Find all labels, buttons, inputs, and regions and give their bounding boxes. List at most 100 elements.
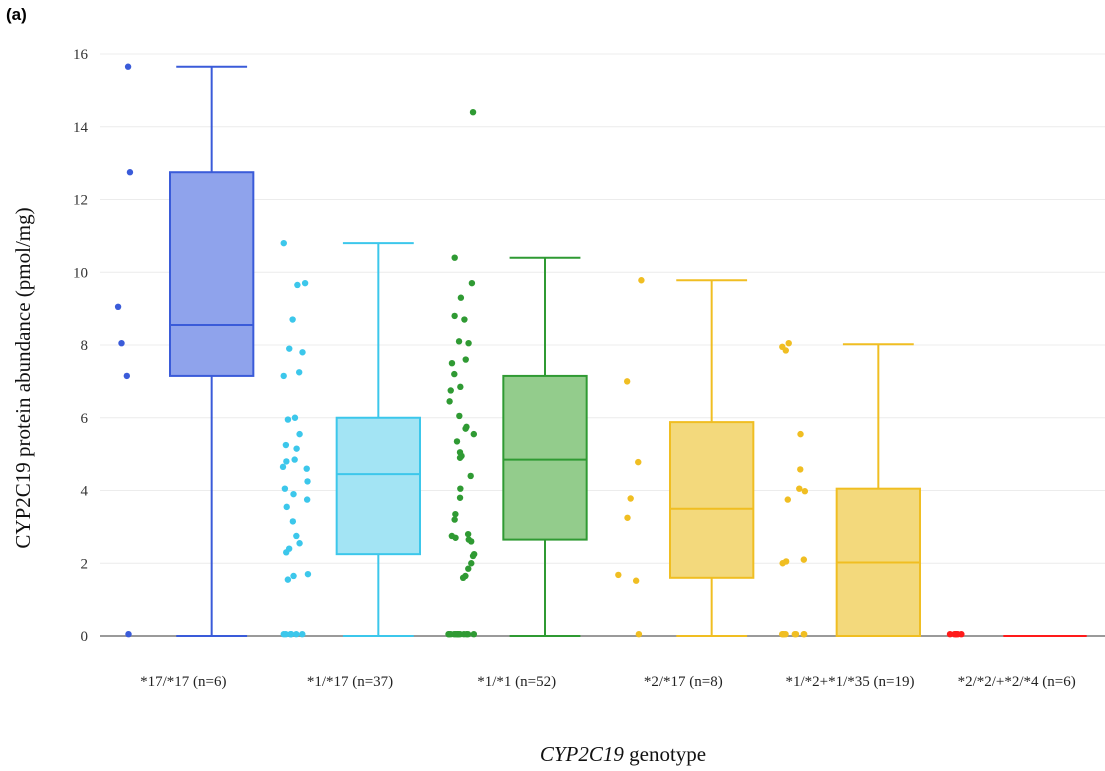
point-2-35 [465,565,472,572]
box-group-4 [835,343,922,637]
point-2-27 [464,530,472,538]
box-3 [669,421,755,579]
point-1-24 [296,540,303,547]
point-2-34 [468,560,475,567]
point-1-12 [293,445,300,452]
box-group-1 [335,242,421,637]
point-0-4 [123,372,131,380]
box-2 [502,374,588,541]
point-2-0 [469,109,477,116]
point-1-33 [299,630,306,638]
category-label-4: *1/*2+*1/*35 (n=19) [786,674,915,690]
point-2-6 [455,338,463,345]
point-1-23 [293,532,300,540]
point-2-9 [448,359,456,367]
panel-label: (a) [6,5,27,24]
point-4-18 [779,630,787,638]
point-2-37 [459,574,467,581]
x-axis-title-gene: CYP2C19 [540,742,625,766]
point-2-33 [469,552,477,560]
point-2-23 [457,485,464,492]
point-3-3 [627,495,634,502]
point-4-7 [784,496,791,503]
point-2-29 [452,534,459,541]
point-1-29 [284,576,292,583]
point-1-10 [296,430,303,438]
point-2-16 [462,425,469,432]
y-tick-label-4: 4 [81,484,89,500]
point-2-11 [457,383,464,391]
point-2-25 [452,510,459,518]
point-3-4 [624,514,631,521]
y-tick-label-12: 12 [73,193,88,209]
point-1-11 [282,441,290,449]
jitter-points [114,63,965,638]
point-1-18 [281,485,289,492]
point-2-24 [456,494,464,501]
point-2-26 [451,516,458,523]
x-axis-title-rest: genotype [624,742,706,766]
point-1-5 [299,349,306,356]
point-2-7 [465,339,472,347]
point-1-22 [289,518,297,525]
point-1-8 [291,414,299,421]
point-2-4 [451,312,458,320]
grid-lines [100,53,1105,637]
point-0-3 [118,339,125,347]
point-1-2 [294,281,301,289]
point-2-50 [456,630,464,638]
point-1-35 [287,630,295,638]
point-3-1 [623,378,631,385]
category-labels: *17/*17 (n=6) *1/*17 (n=37) *1/*1 (n=52) *2… [140,674,1076,690]
point-2-12 [447,387,454,394]
point-2-21 [456,454,464,461]
point-4-0 [785,339,792,347]
point-4-6 [801,488,809,495]
y-tick-label-10: 10 [73,265,88,281]
point-3-2 [635,458,642,466]
point-3-7 [635,630,643,638]
point-1-7 [280,372,287,380]
point-1-14 [283,458,290,465]
point-4-2 [782,347,789,354]
point-1-26 [283,549,290,556]
point-2-8 [462,356,469,363]
point-2-10 [451,370,458,378]
point-1-17 [304,478,311,485]
point-1-13 [291,456,298,463]
y-tick-label-14: 14 [73,120,89,136]
point-4-5 [796,485,803,492]
point-1-9 [284,416,292,423]
category-label-2: *1/*1 (n=52) [477,674,556,690]
point-0-2 [114,303,122,311]
point-5-2 [946,630,954,638]
point-4-10 [779,560,786,567]
point-2-18 [453,438,461,445]
category-label-1: *1/*17 (n=37) [307,674,393,690]
point-1-1 [301,279,309,287]
point-2-51 [447,630,454,638]
point-3-0 [638,277,645,284]
x-axis-title: CYP2C19 genotype [540,742,706,766]
point-1-6 [295,369,303,376]
point-1-3 [289,316,296,323]
point-0-5 [125,630,132,638]
box-group-2 [502,256,588,637]
point-1-30 [293,630,300,638]
box-group-0 [169,65,255,637]
box-0 [169,171,255,377]
y-tick-label-16: 16 [73,47,89,63]
y-tick-label-8: 8 [81,338,89,354]
point-2-31 [468,538,475,545]
point-1-28 [290,572,297,580]
box-group-3 [669,279,755,637]
category-label-3: *2/*17 (n=8) [644,674,723,690]
point-2-3 [457,294,465,301]
point-4-3 [797,430,804,438]
point-0-0 [124,63,132,70]
point-4-4 [797,466,804,473]
point-1-4 [286,345,293,352]
point-2-1 [451,254,458,261]
y-tick-labels: 0 2 4 6 8 10 12 14 16 [73,47,89,645]
